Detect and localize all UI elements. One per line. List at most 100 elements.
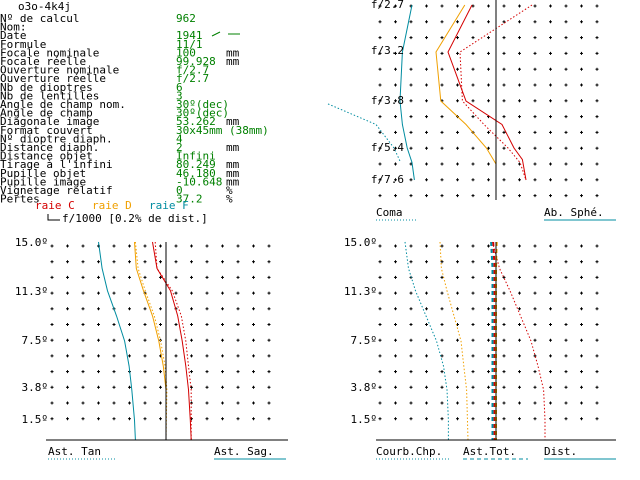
spec-value: 3 [176, 89, 183, 102]
y-tick-label: 3.8º [351, 381, 378, 394]
spec-value: 962 [176, 12, 196, 25]
legend-raie-f: raie F [149, 199, 189, 212]
y-tick-labels: 15.0º 11.3º 7.5º 3.8º 1.5º [344, 236, 377, 426]
spec-label: Date [0, 29, 27, 42]
spec-value: 6 [176, 81, 183, 94]
spec-value: 1941 [176, 29, 203, 42]
spec-value: 53.262 [176, 115, 216, 128]
spec-value: 4 [176, 132, 183, 145]
y-tick-label: f/5.4 [371, 141, 404, 154]
y-tick-label: 15.0º [15, 236, 48, 249]
series-line-f-solid [98, 241, 136, 441]
spec-label: Angle de champ [0, 107, 93, 120]
spec-label: Pupille objet [0, 167, 86, 180]
spec-value: 100 [176, 46, 196, 59]
label-courb-chp: Courb.Chp. [376, 445, 442, 458]
series-line-c-solid [447, 4, 527, 181]
spec-label: Ouverture réelle [0, 72, 106, 85]
legend-scale: f/1000 [0.2% de dist.] [62, 212, 208, 225]
spec-value: 30º(dec) [176, 107, 229, 120]
legend-raie-d: raie D [92, 199, 132, 212]
y-tick-label: f/2.7 [371, 0, 404, 11]
spec-label: Vignetage relatif [0, 184, 113, 197]
spec-label: Focale nominale [0, 46, 99, 59]
panel-grid [50, 244, 271, 421]
series-line-f-solid [399, 4, 415, 181]
series-line-d-dotted [134, 241, 168, 441]
report-title: o3o-4k4j [18, 0, 71, 13]
spec-label: Nb de lentilles [0, 89, 99, 102]
series-line-c-dashed [492, 241, 496, 440]
spec-label: Ouverture nominale [0, 64, 119, 77]
series-line-d-solid [134, 241, 167, 440]
y-tick-label: 3.8º [22, 381, 49, 394]
spec-label: Pertes [0, 193, 40, 206]
series-line-d-dotted [439, 241, 469, 441]
spec-label: Angle de champ nom. [0, 98, 126, 111]
spec-label: Nº de calcul [0, 12, 79, 25]
spec-value: Infini [176, 150, 216, 163]
y-tick-label: 7.5º [22, 334, 49, 347]
spec-unit: mm [226, 167, 240, 180]
y-tick-label: f/3.2 [371, 44, 404, 57]
spec-value: 0 [176, 184, 183, 197]
label-dist: Dist. [544, 445, 577, 458]
y-tick-label: 11.3º [344, 285, 377, 298]
spec-unit: % [226, 193, 233, 206]
spec-value: 37.2 [176, 193, 203, 206]
spec-label: Nº dioptre diaph. [0, 132, 113, 145]
label-coma: Coma [376, 206, 403, 219]
spec-label: Nb de dioptres [0, 81, 93, 94]
spec-value: 80.249 [176, 158, 216, 171]
spec-label: Diagonale image [0, 115, 99, 128]
series-group [327, 4, 533, 181]
series-line-f-dashed [490, 241, 494, 440]
spec-value: f/2.7 [176, 64, 209, 77]
spec-value: -10.648 [176, 175, 222, 188]
label-ast-tot: Ast.Tot. [463, 445, 516, 458]
spec-label: Format couvert [0, 124, 93, 137]
spec-unit: mm [226, 55, 240, 68]
spec-label: Distance objet [0, 150, 93, 163]
series-line-c-dotted [492, 241, 546, 440]
spec-label: Focale réelle [0, 55, 86, 68]
spec-value: 30x45mm (38mm) [176, 124, 269, 137]
panel-field-curvature: 15.0º 11.3º 7.5º 3.8º 1.5º Courb.Chp. Ast.To… [344, 236, 616, 460]
y-tick-label: 1.5º [22, 413, 49, 426]
label-ab-sphe: Ab. Sphé. [544, 206, 604, 219]
spec-unit: % [226, 184, 233, 197]
spec-value: 2 [176, 141, 183, 154]
spec-list: Nº de calcul 962 Nom:Date 1941 Formule 11/1 Fo… [0, 12, 269, 206]
label-ast-tan: Ast. Tan [48, 445, 101, 458]
spec-unit: mm [226, 115, 240, 128]
y-tick-label: 7.5º [351, 334, 378, 347]
spec-unit: mm [226, 46, 240, 59]
spec-label: Formule [0, 38, 46, 51]
formula-sketch [211, 31, 240, 37]
panel-grid [378, 4, 599, 198]
y-tick-label: 11.3º [15, 285, 48, 298]
spec-unit: mm [226, 141, 240, 154]
scale-bracket-icon [47, 214, 60, 221]
spec-value: 30º(dec) [176, 98, 229, 111]
panel-coma-spherical: f/2.7 f/3.2 f/3.8 f/5.4 f/7.6 Coma Ab. Sphé. [327, 0, 616, 221]
spec-label: Nom: [0, 21, 27, 34]
spec-unit: mm [226, 158, 240, 171]
series-line-f-dotted [327, 103, 401, 162]
legend-raie-c: raie C [35, 199, 75, 212]
panel-grid [378, 244, 599, 421]
spec-value: 11/1 [176, 38, 203, 51]
spec-unit: mm [226, 175, 240, 188]
spec-value: f/2.7 [176, 72, 209, 85]
y-tick-label: f/7.6 [371, 173, 404, 186]
series-line-d-solid [435, 4, 497, 180]
y-tick-label: f/3.8 [371, 94, 404, 107]
panel-astigmatism: 15.0º 11.3º 7.5º 3.8º 1.5º Ast. Tan Ast. Sag… [15, 236, 288, 460]
spec-value: 99.928 [176, 55, 216, 68]
y-tick-label: 1.5º [351, 413, 378, 426]
series-line-c-dotted [154, 241, 192, 440]
y-tick-label: 15.0º [344, 236, 377, 249]
y-tick-labels: 15.0º 11.3º 7.5º 3.8º 1.5º [15, 236, 48, 426]
